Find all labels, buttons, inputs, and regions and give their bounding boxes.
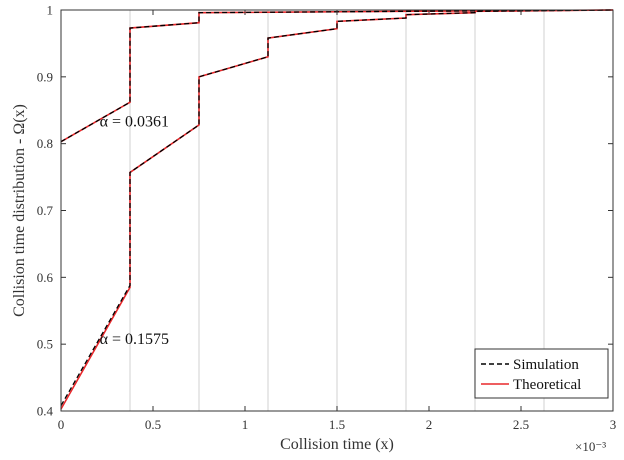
legend-label-theoretical: Theoretical [513, 377, 581, 393]
y-tick-label: 0.4 [37, 404, 54, 419]
x-tick-label: 2.5 [513, 417, 529, 432]
y-tick-label: 0.7 [37, 203, 54, 218]
alpha-annotation-1: α = 0.0361 [100, 113, 169, 130]
y-tick-label: 0.9 [37, 69, 53, 84]
legend: Simulation Theoretical [474, 348, 609, 399]
x-tick-label: 0 [58, 417, 65, 432]
x-tick-label: 1 [242, 417, 249, 432]
y-tick-label: 0.8 [37, 136, 53, 151]
y-tick-label: 1 [47, 3, 54, 18]
legend-box [474, 348, 609, 399]
alpha-annotation-2: α = 0.1575 [100, 331, 169, 348]
simulation-curve-2 [60, 9, 614, 406]
x-axis-exponent-label: ×10⁻³ [575, 439, 606, 454]
x-axis-label: Collision time (x) [280, 436, 394, 453]
plot-curves [60, 9, 614, 410]
y-tick-label: 0.5 [37, 337, 53, 352]
y-axis-label: Collision time distribution - Ω(x) [11, 104, 28, 317]
x-tick-label: 3 [610, 417, 617, 432]
alpha-annotations: α = 0.0361 α = 0.1575 [100, 113, 169, 348]
legend-label-simulation: Simulation [513, 357, 579, 373]
x-tick-label: 0.5 [145, 417, 161, 432]
x-tick-label: 1.5 [329, 417, 345, 432]
x-tick-label: 2 [426, 417, 433, 432]
axis-ticks: 0 0.5 1 1.5 2 2.5 3 0.4 0.5 0.6 0.7 0.8 0.9 1 [37, 3, 617, 433]
simulation-curve-1 [60, 9, 614, 143]
y-tick-label: 0.6 [37, 270, 54, 285]
